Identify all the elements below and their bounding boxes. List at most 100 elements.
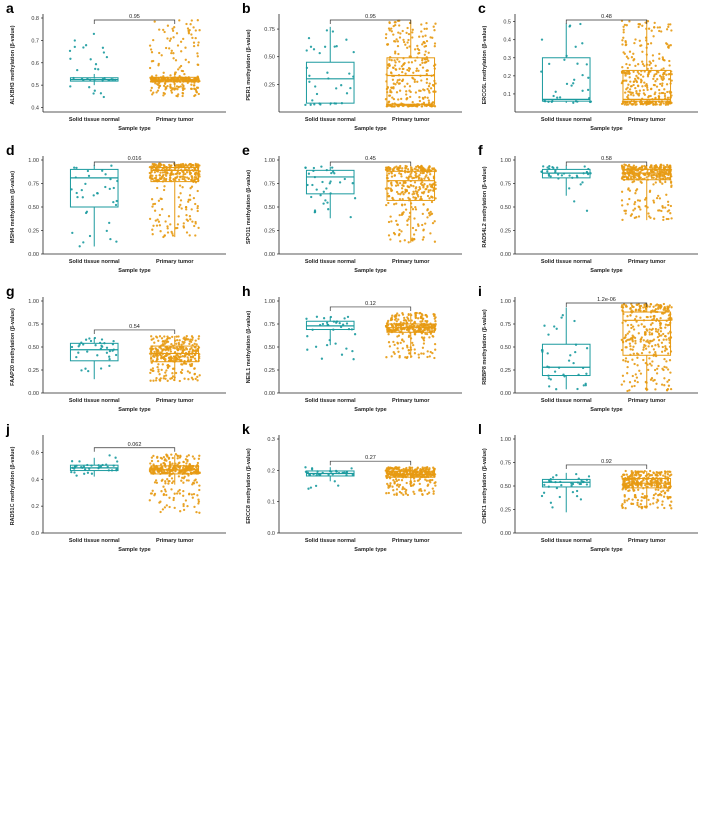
data-point: [386, 166, 389, 170]
data-point: [631, 325, 635, 328]
data-point: [386, 66, 389, 70]
data-point: [175, 335, 178, 338]
data-point: [150, 165, 153, 168]
data-point: [662, 302, 666, 306]
data-point: [669, 100, 672, 103]
box: [541, 478, 591, 488]
significance-bracket: [93, 447, 176, 452]
data-point: [432, 490, 435, 493]
box: [541, 343, 591, 377]
data-point: [627, 163, 631, 167]
data-point: [659, 103, 662, 106]
data-point: [417, 356, 421, 359]
data-point: [177, 341, 180, 345]
data-point: [637, 77, 640, 80]
data-point: [630, 484, 633, 487]
data-point: [668, 504, 672, 507]
significance-bracket: [565, 464, 648, 469]
data-point: [652, 103, 655, 106]
data-point: [399, 164, 402, 168]
data-point: [197, 335, 201, 338]
data-point: [80, 341, 83, 344]
data-point: [422, 167, 425, 170]
y-tick-label: 1.00: [500, 437, 511, 443]
data-point: [645, 328, 648, 331]
series-normal: [69, 336, 119, 380]
data-point: [419, 470, 423, 473]
data-point: [390, 105, 393, 108]
data-point: [335, 87, 338, 90]
y-tick-label: 0.0: [31, 531, 39, 537]
data-point: [179, 64, 183, 68]
data-point: [663, 486, 666, 489]
data-point: [306, 183, 309, 187]
data-point: [637, 476, 640, 479]
data-point: [630, 91, 633, 94]
data-point: [406, 41, 409, 44]
data-point: [196, 379, 199, 382]
data-point: [163, 488, 167, 491]
data-point: [570, 84, 573, 87]
data-point: [176, 338, 179, 342]
p-value-label: 0.54: [129, 324, 140, 330]
data-point: [416, 56, 419, 59]
data-point: [309, 103, 312, 106]
data-point: [92, 92, 95, 95]
data-point: [425, 81, 428, 84]
data-point: [191, 496, 194, 499]
data-point: [404, 475, 407, 478]
data-point: [167, 346, 170, 350]
data-point: [156, 354, 160, 357]
y-tick-label: 1.00: [264, 299, 275, 305]
data-point: [167, 482, 170, 485]
data-point: [645, 63, 649, 66]
data-point: [153, 465, 156, 468]
data-point: [193, 224, 196, 228]
data-point: [634, 342, 637, 345]
data-point: [429, 189, 432, 192]
data-point: [658, 492, 662, 496]
data-point: [307, 172, 311, 175]
data-point: [424, 332, 427, 335]
data-point: [177, 475, 181, 478]
data-point: [174, 355, 177, 358]
data-point: [179, 355, 182, 358]
data-point: [320, 357, 324, 360]
data-point: [669, 23, 672, 26]
data-point: [621, 502, 624, 506]
data-point: [305, 49, 308, 52]
data-point: [408, 45, 411, 48]
data-point: [426, 329, 429, 332]
data-point: [574, 350, 577, 354]
data-point: [664, 206, 667, 209]
data-point: [630, 213, 634, 216]
data-point: [667, 378, 671, 382]
data-point: [406, 46, 409, 49]
data-point: [621, 204, 624, 207]
data-point: [69, 57, 72, 60]
data-point: [411, 31, 414, 34]
data-point: [404, 208, 408, 211]
data-point: [155, 224, 159, 227]
data-point: [657, 345, 660, 348]
data-point: [433, 342, 437, 346]
data-point: [636, 70, 639, 74]
data-point: [655, 174, 658, 177]
data-point: [402, 182, 405, 185]
data-point: [573, 78, 576, 81]
data-point: [652, 77, 655, 81]
data-point: [665, 83, 669, 86]
data-point: [629, 353, 632, 356]
data-point: [407, 349, 411, 352]
data-point: [585, 209, 589, 212]
data-point: [663, 506, 666, 510]
data-point: [626, 484, 629, 487]
data-point: [629, 93, 633, 96]
data-point: [648, 331, 651, 334]
data-point: [547, 485, 550, 488]
data-point: [666, 305, 669, 308]
data-point: [644, 474, 648, 478]
data-point: [179, 464, 182, 468]
data-point: [660, 383, 664, 386]
data-point: [149, 175, 152, 178]
